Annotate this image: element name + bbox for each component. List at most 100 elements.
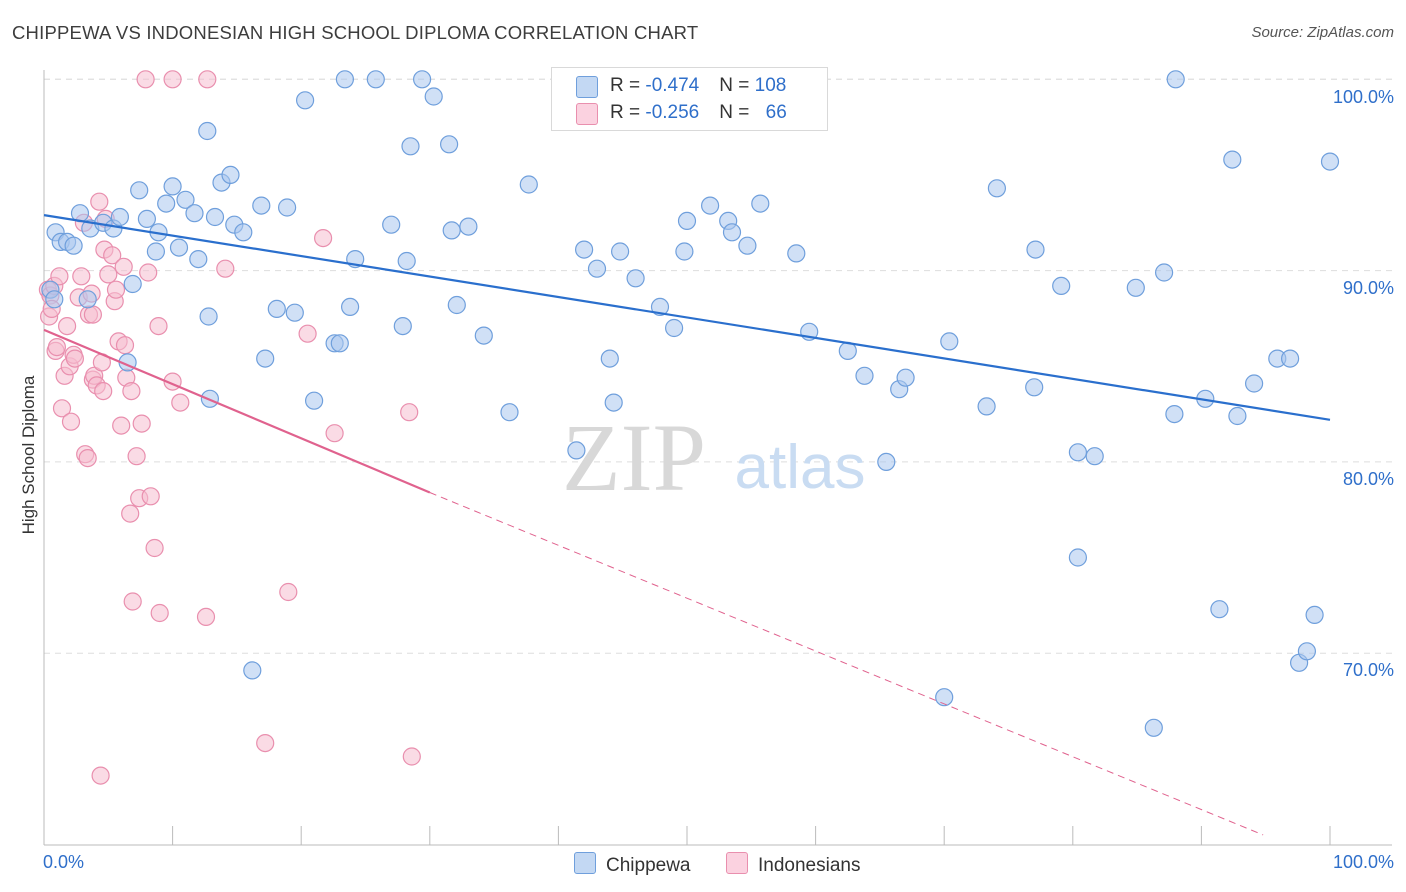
- indonesians-trend-line: [43, 328, 431, 494]
- indonesians-point: [132, 414, 151, 433]
- chippewa-point: [855, 366, 874, 385]
- indonesians-point: [57, 317, 77, 336]
- indonesians-point: [325, 424, 344, 443]
- chippewa-point: [1126, 278, 1145, 297]
- legend-chippewa-label: Chippewa: [606, 855, 691, 876]
- indonesians-point: [314, 229, 333, 248]
- chippewa-point: [1244, 374, 1264, 393]
- chippewa-point: [205, 207, 225, 227]
- chippewa-point: [1223, 150, 1242, 169]
- y-tick-100: 100.0%: [1332, 87, 1394, 107]
- chippewa-point: [1068, 548, 1088, 567]
- chippewa-point: [305, 391, 324, 410]
- chippewa-point: [447, 295, 466, 315]
- chippewa-point: [1025, 378, 1044, 397]
- indonesians-point: [121, 504, 140, 523]
- chippewa-point: [610, 242, 630, 261]
- indonesians-point: [72, 267, 91, 286]
- chippewa-point: [1305, 605, 1324, 625]
- chippewa-point: [278, 198, 297, 217]
- indonesians-point: [83, 305, 103, 324]
- chippewa-point: [987, 179, 1007, 198]
- indonesians-point: [123, 592, 142, 611]
- y-tick-90: 90.0%: [1342, 278, 1394, 298]
- indonesians-point: [298, 324, 317, 343]
- chippewa-point: [366, 70, 385, 89]
- indonesians-point: [163, 70, 182, 89]
- chippewa-point: [896, 368, 915, 387]
- chippewa-point: [1166, 70, 1185, 89]
- chippewa-point: [123, 274, 142, 294]
- chippewa-point: [738, 236, 757, 255]
- chippewa-point: [198, 121, 217, 141]
- watermark-zip: ZIP: [562, 404, 706, 511]
- chippewa-point: [1228, 406, 1247, 426]
- chippewa-point: [146, 242, 165, 261]
- chippewa-point: [335, 70, 354, 89]
- indonesians-swatch: [576, 103, 598, 125]
- indonesians-point: [127, 447, 146, 466]
- chippewa-point: [677, 211, 697, 230]
- chippewa-point: [722, 223, 742, 242]
- chippewa-point: [787, 244, 806, 263]
- chippewa-point: [700, 196, 720, 215]
- indonesians-point: [402, 747, 421, 766]
- legend-indonesians-label: Indonesians: [758, 855, 861, 876]
- chippewa-point: [341, 297, 360, 316]
- chippewa-point: [234, 223, 253, 242]
- indonesians-r-value: -0.256: [645, 102, 700, 123]
- indonesians-point: [149, 317, 168, 336]
- indonesians-point: [94, 382, 113, 401]
- y-axis-label: High School Diploma: [19, 375, 38, 535]
- chippewa-point: [1068, 443, 1088, 462]
- chippewa-point: [459, 217, 478, 236]
- chippewa-point: [296, 91, 315, 110]
- legend-item-indonesians: Indonesians: [726, 852, 860, 877]
- chippewa-point: [675, 242, 694, 261]
- indonesians-point: [78, 449, 97, 468]
- indonesians-point: [136, 70, 155, 89]
- chippewa-point: [650, 297, 670, 316]
- chippewa-point: [285, 303, 304, 322]
- indonesians-point: [150, 603, 169, 623]
- indonesians-point: [139, 263, 158, 282]
- indonesians-point: [196, 607, 216, 627]
- chippewa-point: [252, 196, 271, 215]
- chippewa-point: [163, 177, 182, 196]
- chippewa-point: [664, 318, 684, 338]
- chippewa-point: [169, 238, 189, 257]
- chippewa-point: [176, 190, 195, 209]
- chippewa-point: [401, 137, 420, 156]
- stats-text-chippewa: R = -0.474 N = 108: [610, 75, 787, 96]
- chippewa-point: [110, 207, 130, 227]
- chippewa-point: [382, 215, 401, 234]
- chippewa-point: [940, 332, 959, 351]
- indonesians-point: [112, 416, 131, 435]
- grid-lines: [44, 78, 1392, 654]
- indonesians-point: [122, 382, 141, 401]
- chippewa-point: [474, 326, 493, 345]
- chippewa-point: [243, 661, 262, 680]
- chippewa-point: [935, 688, 954, 707]
- indonesians-point: [90, 192, 109, 211]
- trend-lines: [43, 214, 1331, 836]
- legend-chippewa-swatch: [574, 852, 596, 874]
- stats-legend: R = -0.474 N = 108 R = -0.256 N = 66: [551, 67, 828, 131]
- indonesians-point: [52, 399, 72, 418]
- chippewa-point: [567, 441, 586, 460]
- indonesians-point: [115, 336, 135, 355]
- x-tick-100: 100.0%: [1332, 852, 1394, 872]
- chippewa-point: [977, 397, 996, 416]
- chippewa-point: [137, 209, 156, 228]
- indonesians-point: [216, 259, 235, 278]
- chippewa-point: [751, 194, 770, 213]
- chippewa-point: [1210, 600, 1229, 619]
- source-label: Source: ZipAtlas.com: [1251, 24, 1394, 41]
- chippewa-point: [397, 251, 416, 271]
- indonesians-point: [103, 246, 122, 265]
- indonesians-point: [256, 733, 275, 753]
- chippewa-point: [587, 259, 607, 278]
- chippewa-point: [267, 299, 286, 318]
- x-tick-0: 0.0%: [43, 852, 85, 872]
